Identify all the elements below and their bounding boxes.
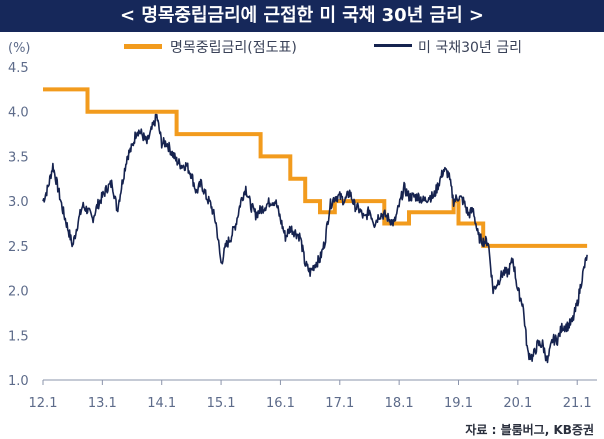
legend-label-yield: 미 국채30년 금리	[418, 40, 522, 56]
y-tick-label: 2.5	[8, 240, 29, 255]
x-tick-label: 19.1	[444, 396, 473, 411]
y-tick-label: 4.5	[8, 61, 29, 76]
y-tick-label: 1.5	[8, 329, 29, 344]
y-axis-unit-label: (%)	[8, 41, 31, 56]
treasury-30y-yield-line	[42, 113, 588, 364]
x-tick-label: 21.1	[563, 396, 592, 411]
source-note: 자료 : 블룸버그, KB증권	[465, 422, 594, 437]
x-tick-label: 18.1	[385, 396, 414, 411]
chart-title: < 명목중립금리에 근접한 미 국채 30년 금리 >	[0, 0, 604, 32]
y-tick-label: 4.0	[8, 106, 29, 121]
x-axis: 12.1 13.1 14.1 15.1 16.1 17.1 18.1 19.1 20.1 21.1	[29, 379, 597, 411]
y-axis: 1.0 1.5 2.0 2.5 3.0 3.5 4.0 4.5	[8, 61, 29, 389]
legend: 명목중립금리(점도표) 미 국채30년 금리	[124, 40, 522, 56]
y-tick-label: 1.0	[8, 374, 29, 389]
legend-swatch-neutral	[124, 44, 162, 49]
legend-swatch-yield	[374, 44, 412, 47]
legend-label-neutral: 명목중립금리(점도표)	[170, 40, 297, 56]
series-layer	[42, 87, 588, 364]
x-tick-label: 14.1	[147, 396, 176, 411]
y-tick-label: 3.0	[8, 195, 29, 210]
x-tick-label: 12.1	[29, 396, 58, 411]
x-tick-label: 17.1	[325, 396, 354, 411]
x-tick-label: 13.1	[88, 396, 117, 411]
x-tick-label: 20.1	[503, 396, 532, 411]
x-tick-label: 15.1	[207, 396, 236, 411]
y-tick-label: 3.5	[8, 150, 29, 165]
y-tick-label: 2.0	[8, 285, 29, 300]
x-tick-label: 16.1	[266, 396, 295, 411]
neutral-rate-step-line	[43, 87, 588, 248]
